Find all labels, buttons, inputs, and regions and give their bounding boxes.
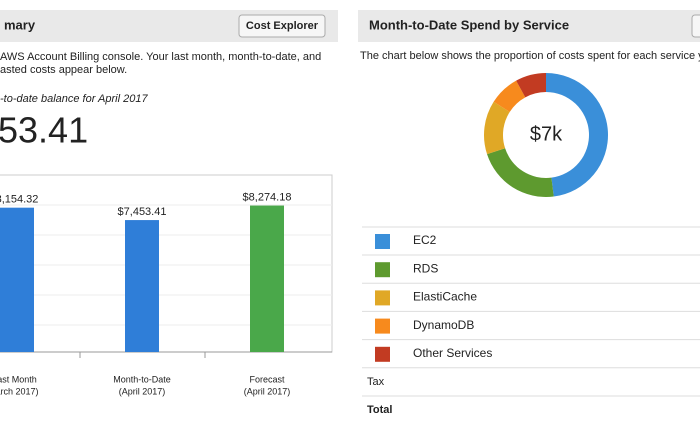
intro-line: AWS Account Billing console. Your last m… — [0, 51, 321, 63]
legend-label: DynamoDB — [413, 318, 474, 332]
x-tick-label: arch 2017) — [0, 386, 39, 396]
donut-slice — [546, 73, 608, 197]
legend-label: ElastiCache — [413, 290, 477, 304]
bar-value-label: $7,453.41 — [118, 206, 167, 218]
donut-slice — [516, 73, 546, 98]
bar-value-label: $8,274.18 — [243, 191, 292, 203]
legend-label: RDS — [413, 261, 438, 275]
summary-row-label: Total — [367, 404, 392, 416]
donut-slice — [493, 80, 526, 112]
donut-center-label: $7k — [530, 123, 563, 145]
service-header — [358, 10, 700, 42]
x-tick-label: (April 2017) — [119, 386, 166, 396]
donut-slice — [487, 148, 554, 197]
legend-swatch — [375, 318, 390, 334]
bar — [250, 205, 284, 352]
legend-swatch — [375, 262, 390, 278]
legend-swatch — [375, 234, 390, 249]
summary-title: mary — [4, 17, 36, 32]
bar — [125, 220, 159, 352]
service-subtitle: The chart below shows the proportion of … — [360, 50, 700, 62]
x-tick-label: (April 2017) — [244, 386, 291, 396]
button-label[interactable]: Cost Explorer — [246, 20, 319, 32]
balance-label: -to-date balance for April 2017 — [0, 93, 148, 105]
donut-slice — [484, 101, 510, 155]
intro-line: asted costs appear below. — [0, 64, 127, 76]
summary-row-label: Tax — [367, 376, 385, 388]
service-title: Month-to-Date Spend by Service — [369, 17, 569, 32]
cost-explorer-button[interactable] — [238, 14, 326, 38]
header-button[interactable] — [691, 14, 700, 38]
balance: 53.41 — [0, 110, 88, 151]
legend-label: EC2 — [413, 233, 437, 247]
bar — [0, 207, 34, 352]
x-tick-label: Month-to-Date — [113, 374, 171, 384]
legend-label: Other Services — [413, 346, 492, 360]
legend-swatch — [375, 346, 390, 362]
x-tick-label: Forecast — [249, 374, 285, 384]
legend-swatch — [375, 290, 390, 306]
bar-value-label: 8,154.32 — [0, 194, 38, 206]
x-tick-label: ast Month — [0, 374, 37, 384]
